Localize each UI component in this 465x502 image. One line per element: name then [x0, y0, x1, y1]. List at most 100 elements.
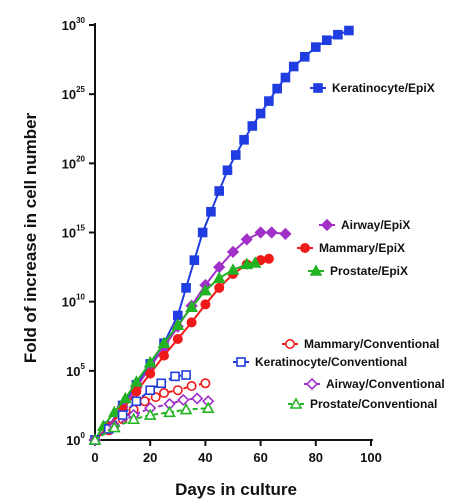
legend-marker — [284, 338, 295, 349]
legend-marker — [236, 357, 246, 367]
x-tick-label: 0 — [91, 450, 98, 465]
data-point — [150, 392, 161, 403]
data-point — [179, 402, 193, 415]
legend-marker — [309, 264, 323, 276]
data-point — [172, 385, 183, 396]
data-point — [157, 336, 171, 348]
ticks: 0 20 40 60 80 100 100 105 1010 1015 1020 1025 1030 — [62, 16, 382, 465]
y-tick-label: 1030 — [62, 16, 86, 33]
data-point — [299, 52, 310, 62]
data-point — [247, 121, 258, 131]
series-mammary-epix — [90, 253, 274, 445]
data-point — [310, 42, 321, 52]
data-point — [214, 186, 224, 196]
data-point — [127, 412, 140, 425]
data-point — [177, 393, 190, 407]
data-point — [226, 263, 240, 275]
data-point — [159, 350, 170, 361]
data-point — [145, 385, 155, 396]
data-point — [172, 334, 183, 345]
data-point — [240, 257, 254, 270]
y-tick-label: 1020 — [62, 154, 86, 171]
data-point — [181, 370, 191, 380]
data-point — [117, 410, 128, 420]
data-point — [130, 375, 143, 387]
data-point — [288, 61, 299, 72]
y-axis-title: Fold of increase in cell number — [21, 112, 40, 363]
legend-marker — [313, 83, 323, 93]
legend-label: Airway/Conventional — [326, 377, 445, 391]
legend-label: Prostate/EpiX — [330, 264, 408, 278]
data-point — [171, 318, 185, 330]
legend-marker — [299, 243, 310, 254]
y-tick-label: 1025 — [62, 85, 86, 102]
data-point — [197, 227, 208, 238]
y-tick-label: 1010 — [62, 293, 86, 310]
series-label-prostate-epix: Prostate/EpiX — [308, 264, 408, 278]
x-axis-title: Days in culture — [175, 480, 297, 499]
legend-label: Mammary/EpiX — [319, 241, 405, 255]
data-point — [145, 368, 156, 379]
data-point — [230, 150, 241, 160]
data-point — [200, 299, 211, 310]
legend-label: Mammary/Conventional — [304, 337, 439, 351]
data-point — [272, 83, 282, 94]
data-point — [226, 245, 240, 258]
legend-label: Keratinocyte/Conventional — [255, 355, 407, 369]
data-point — [88, 433, 102, 445]
series-prostate-conventional — [88, 401, 215, 445]
data-point — [263, 253, 274, 264]
data-point — [107, 405, 121, 418]
legend-label: Keratinocyte/EpiX — [332, 81, 435, 95]
data-point — [200, 378, 211, 389]
x-tick-label: 80 — [309, 450, 323, 465]
data-point — [143, 355, 157, 368]
data-point — [173, 310, 183, 321]
data-point — [143, 408, 157, 420]
data-point — [264, 96, 274, 106]
series-layer — [88, 25, 354, 447]
x-tick-label: 40 — [198, 450, 212, 465]
data-point — [248, 256, 262, 268]
data-point — [186, 317, 197, 328]
series-label-keratinocyte-epix: Keratinocyte/EpiX — [310, 81, 435, 95]
series-label-mammary-conventional: Mammary/Conventional — [282, 337, 439, 351]
data-point — [190, 392, 204, 405]
data-point — [206, 206, 216, 217]
data-point — [186, 381, 197, 392]
data-point — [239, 135, 249, 145]
data-point — [212, 271, 226, 283]
data-point — [344, 25, 354, 36]
series-line — [94, 29, 350, 441]
series-label-mammary-epix: Mammary/EpiX — [297, 241, 405, 255]
data-point — [199, 283, 212, 296]
data-point — [189, 255, 200, 265]
series-label-airway-conventional: Airway/Conventional — [304, 377, 445, 391]
data-point — [139, 396, 150, 407]
series-label-prostate-conventional: Prostate/Conventional — [288, 397, 437, 411]
legend-marker — [289, 397, 303, 409]
data-point — [214, 282, 225, 293]
data-point — [159, 387, 170, 398]
data-point — [131, 396, 142, 407]
data-point — [163, 405, 176, 418]
data-point — [170, 371, 180, 382]
x-tick-label: 100 — [360, 450, 382, 465]
data-point — [119, 391, 132, 404]
data-point — [201, 401, 215, 413]
y-tick-label: 105 — [66, 362, 85, 379]
series-label-airway-epix: Airway/EpiX — [319, 218, 410, 232]
data-point — [107, 420, 121, 433]
y-tick-label: 1015 — [62, 224, 86, 241]
series-prostate-epix — [88, 256, 262, 445]
legend-label: Prostate/Conventional — [310, 397, 437, 411]
x-tick-label: 60 — [253, 450, 267, 465]
data-point — [131, 386, 142, 397]
data-point — [222, 165, 233, 176]
data-point — [156, 378, 167, 389]
legend-marker — [305, 377, 319, 391]
y-tick-label: 100 — [66, 431, 85, 448]
series-label-keratinocyte-conventional: Keratinocyte/Conventional — [233, 355, 407, 369]
legend-marker — [320, 218, 334, 232]
